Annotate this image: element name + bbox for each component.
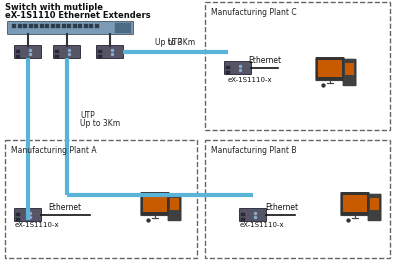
Bar [61,23,65,27]
Text: Ethernet: Ethernet [265,203,299,212]
Bar [95,23,99,27]
FancyBboxPatch shape [53,45,80,59]
Text: Ethernet: Ethernet [48,203,82,212]
Bar [40,23,44,27]
Bar [17,23,21,27]
Bar [16,50,20,53]
Bar [84,23,88,27]
Bar [98,50,102,53]
FancyBboxPatch shape [141,192,169,216]
Bar [78,23,82,27]
FancyBboxPatch shape [15,209,42,221]
Bar [226,65,230,69]
Bar [23,23,27,27]
Bar [143,195,167,212]
Bar [205,2,390,130]
Bar [12,23,16,27]
Bar [55,54,59,58]
FancyBboxPatch shape [240,209,267,221]
Text: eX-1S1110-x: eX-1S1110-x [240,222,285,228]
Bar [16,54,20,58]
Text: Manufacturing Plant B: Manufacturing Plant B [211,146,297,155]
FancyBboxPatch shape [343,59,356,86]
Bar [16,213,20,216]
Bar [170,198,179,210]
FancyBboxPatch shape [97,45,124,59]
Text: Manufacturing Plant A: Manufacturing Plant A [11,146,97,155]
Bar [55,50,59,53]
Text: eX-1S1110 Ethernet Extenders: eX-1S1110 Ethernet Extenders [5,11,150,20]
FancyBboxPatch shape [168,194,181,221]
Bar [72,23,76,27]
Text: Switch with mutliple: Switch with mutliple [5,3,103,12]
Bar [370,198,379,210]
Text: UTP: UTP [168,38,183,47]
Text: Manufacturing Plant C: Manufacturing Plant C [211,8,297,17]
Bar [115,23,131,33]
Bar [226,70,230,74]
Bar [98,54,102,58]
Text: Ethernet: Ethernet [248,56,282,65]
Bar [241,213,245,216]
Text: Up to 3Km: Up to 3Km [155,28,195,47]
Text: UTP: UTP [80,111,95,120]
Text: eX-1S1110-x: eX-1S1110-x [228,77,272,83]
FancyBboxPatch shape [368,194,381,221]
FancyBboxPatch shape [8,21,133,35]
Bar [67,23,71,27]
Bar [56,23,60,27]
Bar [51,23,55,27]
FancyBboxPatch shape [341,192,369,216]
FancyBboxPatch shape [316,58,344,81]
Bar [241,218,245,221]
Bar [16,218,20,221]
FancyBboxPatch shape [225,62,251,74]
Bar [29,23,32,27]
Bar [34,23,38,27]
Bar [45,23,49,27]
Text: Up to 3Km: Up to 3Km [80,119,120,128]
Text: eX-1S1110-x: eX-1S1110-x [15,222,60,228]
Bar [345,63,354,74]
Bar [343,195,367,212]
Bar [318,60,342,77]
FancyBboxPatch shape [15,45,42,59]
Bar [5,140,197,258]
Bar [89,23,93,27]
Bar [205,140,390,258]
